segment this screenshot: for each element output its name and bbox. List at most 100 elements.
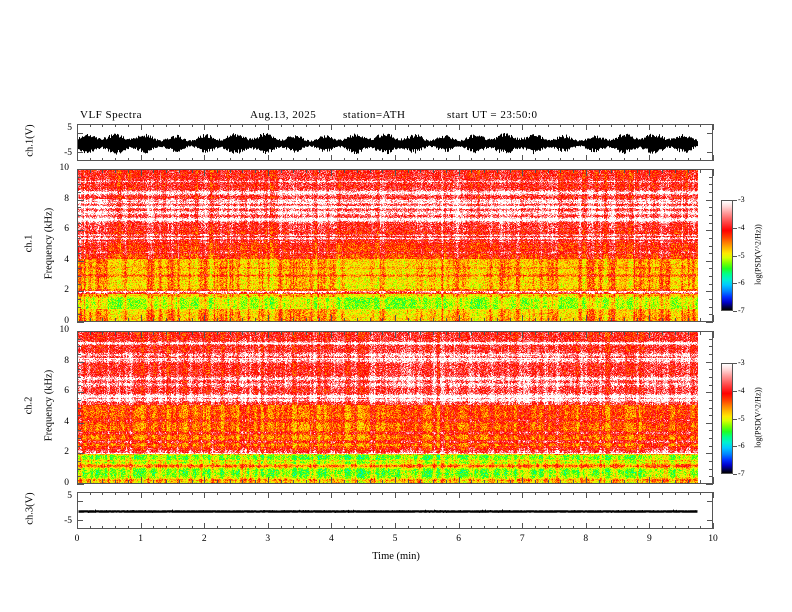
xtick-top-1-19 [318,169,320,173]
ytick-minor-2-2.5 [77,445,81,447]
xtick-bottom-2-5 [140,477,142,484]
xtick-top-1-44 [636,169,638,173]
ytick-minor-2-9 [77,346,81,348]
xtick-bottom-3-14 [255,526,257,529]
panel-ch2-spectrogram [77,331,713,484]
ch1-waveform-ylabel: ch.1(V) [24,124,36,157]
xtick-top-2-33 [496,331,498,335]
ytick-r-2-5 [706,331,713,332]
xtick-top-2-14 [255,331,257,335]
xtick-top-0-23 [369,124,371,127]
xtick-top-1-9 [191,169,193,173]
colorbar-ch1-label: log(PSD(V^2/Hz)) [753,224,763,285]
xtick-top-3-36 [534,492,536,495]
xtick-bottom-1-46 [662,318,664,322]
ytick-minor-r-2-6.5 [709,384,713,386]
wtick-r-3-0 [707,501,713,503]
xtick-bottom-1-43 [624,318,625,322]
xtick-bottom-3-2 [102,526,104,529]
ytick-label-2-5: 10 [59,325,70,335]
xtick-bottom-2-30 [458,477,460,484]
ytick-minor-r-1-3 [709,276,713,278]
xtick-top-3-1 [89,492,91,495]
xtick-top-2-20 [331,331,333,338]
ytick-label-1-2: 4 [64,254,69,265]
xtick-label-10: 10 [708,534,718,544]
xtick-top-0-39 [573,124,575,127]
ytick-minor-r-2-1 [709,468,713,470]
ytick-minor-r-2-0.5 [709,476,713,478]
xtick-top-2-4 [127,331,129,335]
xtick-top-3-30 [458,492,460,498]
xtick-bottom-2-50 [713,477,714,484]
cbtick-0-3 [733,283,737,285]
xtick-bottom-2-13 [242,480,244,484]
colorbar-ch2 [721,363,733,474]
xtick-bottom-3-46 [662,526,664,529]
xtick-top-1-42 [611,169,613,173]
xtick-top-2-15 [267,331,269,338]
xtick-bottom-1-49 [700,318,702,322]
xtick-top-2-35 [522,331,524,338]
xtick-top-3-49 [700,492,702,495]
xtick-top-1-35 [522,169,524,176]
xtick-top-2-30 [458,331,460,338]
xtick-top-1-41 [598,169,600,173]
xtick-top-1-2 [102,169,104,173]
xtick-bottom-3-18 [306,526,307,529]
wtick-0-1 [77,151,83,153]
xtick-bottom-0-36 [534,158,536,161]
xtick-top-2-9 [191,331,193,335]
xtick-top-0-42 [611,124,613,127]
ytick-minor-r-1-7.5 [709,207,713,209]
cbtick-label-0-1: -4 [738,222,745,232]
xtick-bottom-1-27 [420,318,422,322]
xtick-top-2-41 [598,331,600,335]
xtick-bottom-2-3 [115,480,117,484]
xtick-bottom-1-25 [395,315,396,322]
xtick-bottom-3-39 [573,526,575,529]
xtick-bottom-2-23 [369,480,371,484]
xtick-label-4: 4 [329,534,334,544]
xtick-top-1-16 [280,169,282,173]
ytick-label-1-1: 2 [64,285,69,296]
xtick-top-3-4 [127,492,129,495]
xtick-bottom-0-26 [407,158,409,161]
xtick-top-3-12 [229,492,231,495]
xtick-top-0-6 [153,124,155,127]
xtick-bottom-2-18 [306,480,307,484]
xtick-top-2-38 [560,331,562,335]
xtick-top-0-26 [407,124,409,127]
xtick-bottom-2-20 [331,477,333,484]
xtick-top-0-33 [496,124,498,127]
xtick-top-1-13 [242,169,244,173]
xtick-bottom-0-24 [382,158,384,161]
xtick-bottom-1-8 [178,318,180,322]
cbtick-label-1-0: -3 [738,358,745,367]
xtick-top-3-14 [255,492,257,495]
xtick-top-0-32 [484,124,485,127]
xtick-top-2-13 [242,331,244,335]
xtick-bottom-2-7 [166,480,167,484]
xtick-bottom-1-50 [713,315,714,322]
xtick-bottom-1-33 [496,318,498,322]
figure-title: VLF Spectra [80,109,143,121]
xtick-bottom-0-34 [509,158,511,161]
ch1-spectrogram-image [78,170,698,321]
xtick-top-3-17 [293,492,295,495]
xtick-bottom-2-42 [611,480,613,484]
xtick-bottom-3-16 [280,526,282,529]
xtick-bottom-1-24 [382,318,384,322]
ytick-minor-r-1-1.5 [709,299,713,301]
ch1-spectrogram-ylabel-channel: ch.1 [23,234,35,253]
xtick-top-1-10 [204,169,206,176]
xtick-bottom-1-1 [89,318,91,322]
ytick-minor-r-1-9.5 [709,176,713,178]
ytick-minor-1-8.5 [77,192,81,193]
xtick-top-0-44 [636,124,638,127]
xtick-top-0-41 [598,124,600,127]
figure-start-time: start UT = 23:50:0 [447,109,538,121]
ytick-minor-2-5.5 [77,399,81,401]
wtick-r-3-1 [707,519,713,521]
wtick-r-0-0 [707,133,713,135]
